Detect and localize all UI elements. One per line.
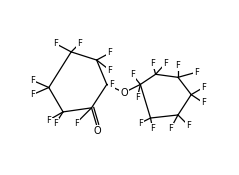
Text: O: O — [93, 126, 101, 136]
Text: F: F — [54, 119, 58, 128]
Text: F: F — [168, 124, 173, 133]
Text: F: F — [77, 39, 82, 48]
Text: F: F — [130, 70, 135, 79]
Text: F: F — [54, 39, 58, 48]
Text: F: F — [201, 83, 206, 92]
Text: O: O — [120, 88, 128, 98]
Text: F: F — [107, 48, 112, 57]
Text: F: F — [175, 61, 180, 70]
Text: F: F — [46, 116, 51, 125]
Text: F: F — [150, 124, 155, 133]
Text: F: F — [150, 59, 155, 68]
Text: F: F — [30, 76, 35, 85]
Text: F: F — [107, 66, 112, 75]
Text: F: F — [109, 80, 114, 89]
Text: F: F — [74, 119, 79, 128]
Text: F: F — [30, 90, 35, 99]
Text: F: F — [138, 119, 143, 128]
Text: F: F — [201, 98, 206, 107]
Text: F: F — [194, 68, 199, 77]
Text: F: F — [163, 59, 168, 68]
Text: F: F — [186, 121, 190, 130]
Text: F: F — [135, 93, 140, 102]
